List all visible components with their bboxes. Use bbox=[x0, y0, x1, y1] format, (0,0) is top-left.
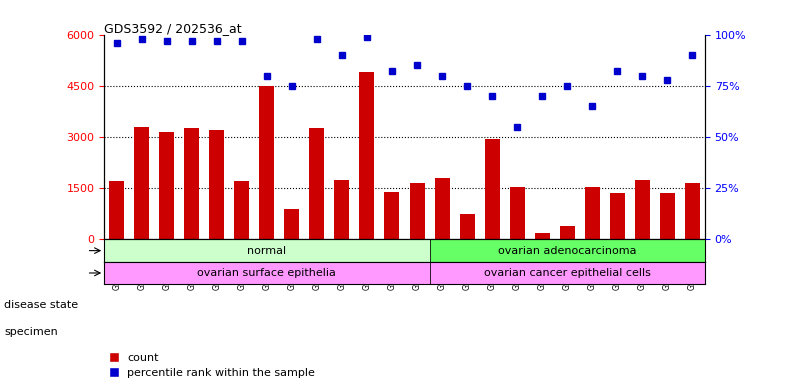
Text: ovarian surface epithelia: ovarian surface epithelia bbox=[197, 268, 336, 278]
Bar bbox=[335, 180, 349, 240]
Bar bbox=[535, 233, 549, 240]
Text: ovarian cancer epithelial cells: ovarian cancer epithelial cells bbox=[484, 268, 650, 278]
Bar bbox=[104, 240, 429, 262]
Bar bbox=[135, 127, 149, 240]
Bar bbox=[284, 209, 300, 240]
Bar bbox=[109, 181, 124, 240]
Bar bbox=[384, 192, 400, 240]
Bar bbox=[434, 178, 449, 240]
Legend: count, percentile rank within the sample: count, percentile rank within the sample bbox=[110, 353, 316, 379]
Bar bbox=[660, 194, 675, 240]
Bar bbox=[159, 132, 175, 240]
Bar bbox=[685, 183, 700, 240]
Bar bbox=[309, 129, 324, 240]
Bar bbox=[235, 181, 249, 240]
Text: normal: normal bbox=[248, 246, 287, 256]
Text: specimen: specimen bbox=[4, 327, 58, 337]
Bar bbox=[560, 226, 575, 240]
Bar bbox=[509, 187, 525, 240]
Bar bbox=[610, 194, 625, 240]
Bar bbox=[634, 180, 650, 240]
Bar bbox=[429, 262, 705, 284]
Text: GDS3592 / 202536_at: GDS3592 / 202536_at bbox=[104, 22, 242, 35]
Bar bbox=[409, 183, 425, 240]
Text: ovarian adenocarcinoma: ovarian adenocarcinoma bbox=[498, 246, 637, 256]
Text: disease state: disease state bbox=[4, 300, 78, 310]
Bar bbox=[585, 187, 600, 240]
Bar bbox=[104, 262, 429, 284]
Bar bbox=[360, 72, 375, 240]
Bar bbox=[260, 86, 274, 240]
Bar bbox=[485, 139, 500, 240]
Bar bbox=[429, 240, 705, 262]
Bar bbox=[184, 129, 199, 240]
Bar bbox=[460, 214, 474, 240]
Bar bbox=[209, 130, 224, 240]
